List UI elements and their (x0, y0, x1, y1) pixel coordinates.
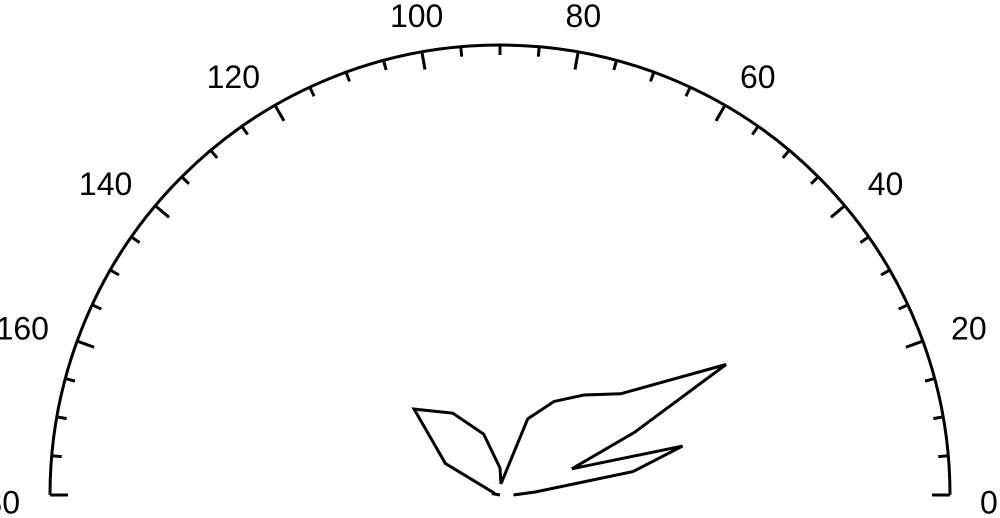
minor-tick (131, 237, 139, 243)
minor-tick (57, 417, 67, 419)
tick-label: 120 (207, 59, 260, 95)
minor-tick (881, 270, 890, 275)
minor-tick (65, 379, 75, 382)
minor-tick (182, 177, 189, 184)
minor-tick (811, 177, 818, 184)
major-tick (275, 105, 284, 121)
tick-label: 80 (566, 0, 602, 34)
major-tick (906, 341, 923, 347)
tick-label: 20 (951, 310, 987, 346)
major-tick (422, 52, 425, 70)
tick-label: 60 (740, 59, 776, 95)
minor-tick (242, 126, 248, 134)
minor-tick (752, 126, 758, 134)
minor-tick (461, 47, 462, 57)
minor-tick (346, 72, 349, 81)
minor-tick (110, 270, 119, 275)
minor-tick (686, 87, 690, 96)
arc-outline (50, 45, 950, 495)
tick-label: 180 (0, 484, 20, 518)
major-tick (716, 105, 725, 121)
minor-tick (52, 456, 62, 457)
polar-chart: 0 20 40 60 80 100 120 140 160 180 (0, 0, 1000, 518)
minor-tick (92, 305, 101, 309)
major-tick (831, 206, 845, 218)
major-tick (77, 341, 94, 347)
minor-tick (938, 456, 948, 457)
tick-label: 100 (390, 0, 443, 34)
minor-tick (614, 60, 617, 70)
tick-label: 140 (79, 166, 132, 202)
minor-tick (538, 47, 539, 57)
minor-tick (925, 379, 935, 382)
tick-label: 40 (868, 166, 904, 202)
tick-label: 0 (980, 484, 998, 518)
minor-tick (933, 417, 943, 419)
minor-tick (899, 305, 908, 309)
major-tick (575, 52, 578, 70)
minor-tick (310, 87, 314, 96)
major-tick (155, 206, 169, 218)
data-curve (414, 365, 726, 496)
minor-tick (783, 150, 789, 158)
minor-tick (860, 237, 868, 243)
minor-tick (384, 60, 387, 70)
minor-tick (211, 150, 217, 158)
tick-label: 160 (0, 310, 49, 346)
minor-tick (650, 72, 653, 81)
